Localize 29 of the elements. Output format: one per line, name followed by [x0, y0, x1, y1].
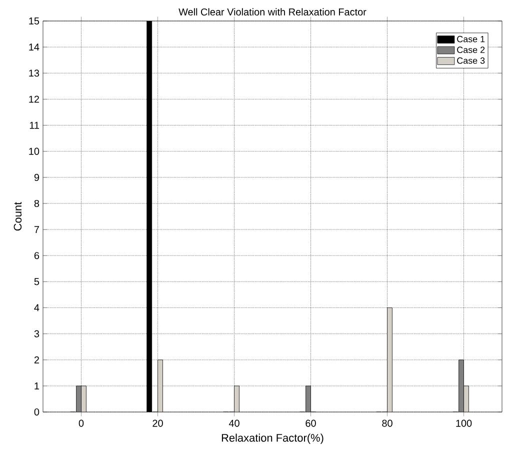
y-tick-label: 15 [29, 18, 40, 24]
y-tick-label: 7 [34, 226, 39, 233]
legend-label: Case 3 [457, 57, 485, 64]
y-tick-label: 5 [34, 278, 40, 286]
x-tick-label: 60 [306, 420, 316, 427]
x-tick-label: 100 [456, 420, 472, 427]
legend-label: Case 1 [457, 36, 485, 42]
y-tick-label: 10 [29, 148, 40, 155]
y-tick-label: 14 [29, 44, 40, 50]
y-tick-label: 0 [34, 408, 40, 416]
y-tick-label: 2 [34, 356, 39, 364]
y-tick-label: 3 [34, 330, 40, 338]
y-tick-label: 12 [29, 96, 39, 103]
x-tick-label: 40 [228, 420, 240, 427]
chart-title: Well Clear Violation with Relaxation Factor [178, 8, 366, 16]
y-tick-label: 11 [30, 122, 39, 129]
x-tick-label: 80 [382, 420, 392, 427]
x-tick-label: 20 [152, 420, 163, 427]
x-tick-label: 0 [78, 420, 84, 427]
x-axis-title: Relaxation Factor(%) [222, 434, 324, 444]
y-tick-label: 1 [34, 382, 39, 390]
y-tick-label: 9 [34, 174, 40, 181]
y-tick-label: 8 [34, 200, 40, 207]
y-axis-title: Count [14, 202, 22, 231]
bar [387, 308, 392, 412]
y-tick-label: 13 [29, 70, 40, 77]
legend-label: Case 2 [457, 46, 485, 54]
y-tick-label: 4 [34, 304, 40, 312]
y-tick-label: 6 [34, 252, 40, 260]
